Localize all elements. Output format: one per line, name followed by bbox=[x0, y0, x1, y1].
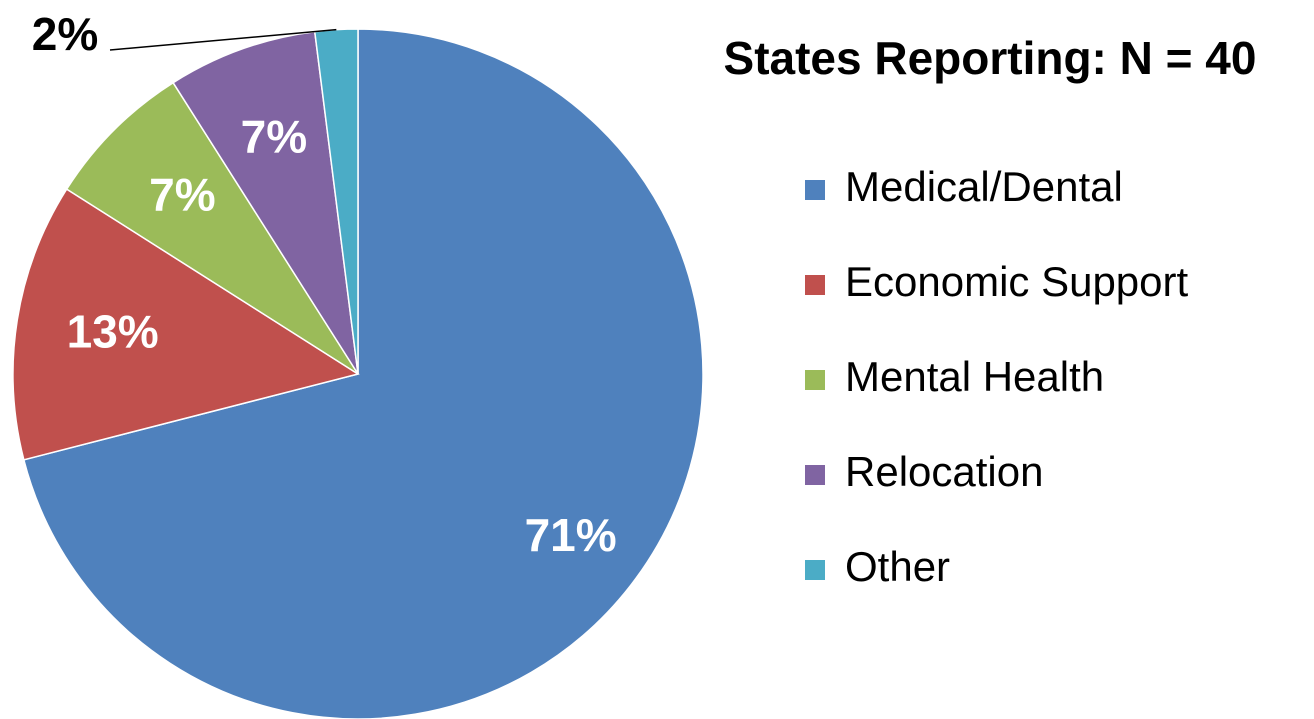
legend-swatch bbox=[805, 275, 825, 295]
data-label: 71% bbox=[525, 509, 617, 561]
legend-swatch bbox=[805, 465, 825, 485]
data-label: 7% bbox=[241, 110, 307, 162]
legend-label: Medical/Dental bbox=[845, 163, 1123, 210]
legend-label: Other bbox=[845, 543, 950, 590]
pie-slice bbox=[12, 188, 360, 461]
data-label: 7% bbox=[149, 169, 215, 221]
legend-swatch bbox=[805, 560, 825, 580]
data-label: 2% bbox=[32, 8, 98, 60]
data-label: 13% bbox=[67, 305, 159, 357]
legend-swatch bbox=[805, 180, 825, 200]
legend-label: Relocation bbox=[845, 448, 1043, 495]
leader-line bbox=[109, 28, 337, 51]
pie-slice bbox=[65, 81, 359, 375]
legend-swatch bbox=[805, 370, 825, 390]
legend-label: Economic Support bbox=[845, 258, 1189, 305]
chart-title: States Reporting: N = 40 bbox=[724, 32, 1257, 84]
legend-label: Mental Health bbox=[845, 353, 1104, 400]
pie-slice bbox=[22, 28, 704, 719]
